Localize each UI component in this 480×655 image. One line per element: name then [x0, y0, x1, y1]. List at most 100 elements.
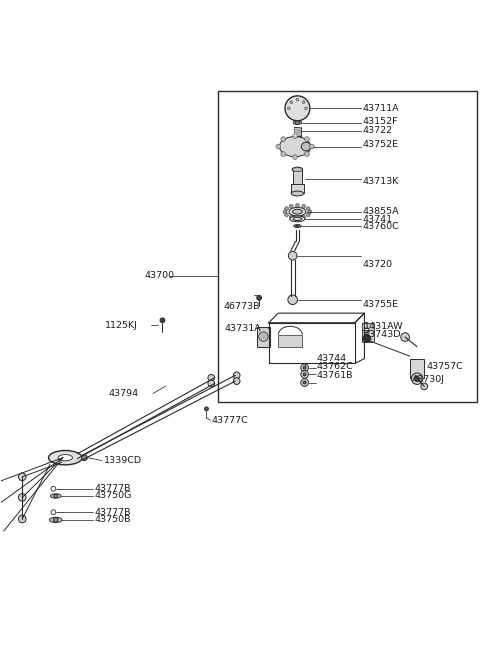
Circle shape: [233, 378, 240, 384]
Circle shape: [296, 216, 300, 220]
Circle shape: [293, 155, 298, 160]
Circle shape: [302, 101, 305, 103]
Circle shape: [364, 328, 369, 333]
Ellipse shape: [293, 210, 302, 214]
Text: 43755E: 43755E: [362, 300, 398, 309]
Ellipse shape: [279, 136, 311, 157]
Circle shape: [363, 335, 371, 343]
Text: 43730J: 43730J: [411, 375, 444, 384]
Circle shape: [301, 364, 309, 371]
Circle shape: [204, 407, 208, 411]
Ellipse shape: [289, 208, 306, 216]
Circle shape: [302, 204, 306, 208]
Circle shape: [18, 494, 26, 501]
Text: 43152F: 43152F: [362, 117, 397, 126]
Bar: [410, 358, 424, 378]
Circle shape: [283, 210, 287, 214]
Text: 43752E: 43752E: [362, 140, 398, 149]
Text: 43744: 43744: [317, 354, 347, 363]
Text: 43720: 43720: [362, 260, 392, 269]
Circle shape: [296, 98, 299, 101]
Ellipse shape: [292, 168, 303, 172]
Circle shape: [293, 134, 298, 138]
Circle shape: [302, 215, 306, 219]
Text: 43855A: 43855A: [362, 207, 399, 216]
Circle shape: [259, 332, 268, 341]
Circle shape: [308, 210, 312, 214]
Circle shape: [303, 373, 306, 376]
Bar: [278, 335, 302, 346]
Text: 43750B: 43750B: [94, 515, 131, 525]
Text: 43777B: 43777B: [94, 484, 131, 493]
Text: 43722: 43722: [362, 126, 392, 135]
Ellipse shape: [296, 225, 300, 227]
Text: 1339CD: 1339CD: [104, 456, 142, 465]
Text: 43741: 43741: [362, 215, 392, 224]
Text: 46773B: 46773B: [223, 303, 260, 311]
Text: 43713K: 43713K: [362, 177, 398, 186]
Text: 43711A: 43711A: [362, 103, 399, 113]
Bar: [293, 168, 302, 185]
Circle shape: [303, 366, 306, 369]
Text: 43794: 43794: [108, 389, 139, 398]
Circle shape: [53, 517, 58, 522]
Circle shape: [18, 473, 26, 481]
Circle shape: [285, 96, 310, 121]
Bar: [294, 127, 301, 136]
Ellipse shape: [58, 455, 72, 461]
Circle shape: [288, 107, 290, 110]
Circle shape: [285, 206, 288, 210]
Circle shape: [276, 144, 281, 149]
Circle shape: [51, 487, 56, 491]
Ellipse shape: [301, 142, 311, 151]
Circle shape: [289, 215, 293, 219]
Circle shape: [288, 295, 298, 305]
Circle shape: [401, 333, 409, 341]
Bar: [257, 327, 270, 346]
Circle shape: [257, 295, 262, 300]
Text: 1431AW: 1431AW: [363, 322, 403, 331]
Ellipse shape: [293, 217, 302, 221]
Text: 1125KJ: 1125KJ: [105, 320, 138, 329]
Bar: [362, 323, 374, 342]
Circle shape: [303, 381, 306, 384]
Ellipse shape: [293, 121, 302, 124]
Circle shape: [304, 137, 309, 141]
Circle shape: [18, 515, 26, 523]
Circle shape: [306, 206, 310, 210]
Circle shape: [301, 379, 309, 386]
Ellipse shape: [290, 216, 305, 222]
Text: 43731A: 43731A: [225, 324, 262, 333]
Bar: [218, 90, 477, 402]
Circle shape: [411, 373, 423, 384]
Text: 43761B: 43761B: [317, 371, 353, 380]
Circle shape: [415, 377, 420, 381]
Circle shape: [421, 383, 428, 390]
Circle shape: [306, 213, 310, 217]
Circle shape: [281, 152, 286, 157]
Ellipse shape: [292, 167, 303, 172]
Ellipse shape: [50, 494, 61, 498]
Circle shape: [310, 144, 314, 149]
Circle shape: [208, 375, 215, 381]
Circle shape: [51, 510, 56, 515]
Ellipse shape: [48, 451, 82, 465]
Circle shape: [305, 107, 308, 110]
Circle shape: [296, 204, 300, 208]
Circle shape: [281, 137, 286, 141]
Ellipse shape: [49, 517, 62, 523]
Circle shape: [288, 252, 297, 260]
Circle shape: [304, 152, 309, 157]
Text: 43700: 43700: [144, 271, 174, 280]
Circle shape: [233, 372, 240, 379]
Circle shape: [285, 213, 288, 217]
Ellipse shape: [294, 225, 301, 227]
Circle shape: [301, 371, 309, 378]
Circle shape: [290, 101, 293, 103]
Text: 43750G: 43750G: [94, 491, 132, 500]
Circle shape: [289, 204, 293, 208]
Text: 43777B: 43777B: [94, 508, 131, 517]
Circle shape: [160, 318, 165, 323]
Text: 43762C: 43762C: [317, 362, 353, 371]
Bar: [291, 184, 304, 193]
